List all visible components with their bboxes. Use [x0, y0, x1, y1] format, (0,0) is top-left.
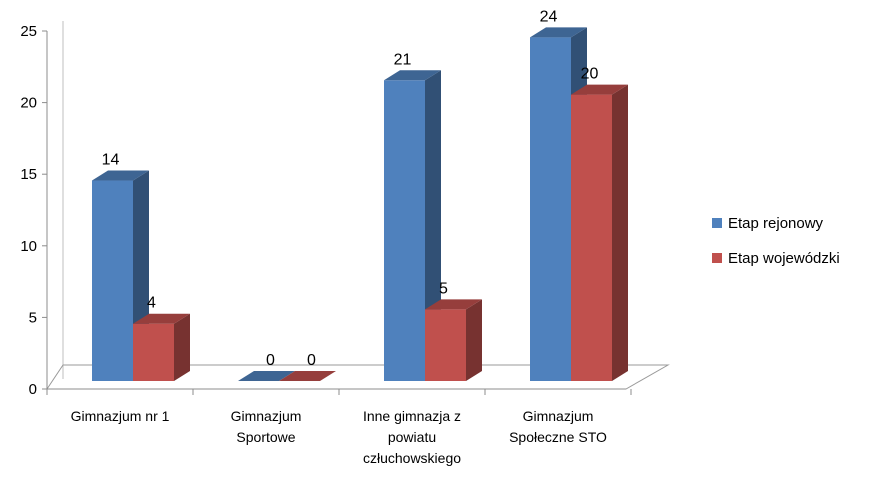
- data-label-0-2: 21: [394, 51, 412, 68]
- legend-swatch-rejonowy: [712, 218, 722, 228]
- bar-front-0-2: [384, 80, 425, 381]
- bar-top-1-0: [133, 313, 190, 324]
- data-label-0-1: 0: [266, 352, 275, 369]
- data-label-0-0: 14: [102, 152, 120, 169]
- legend-item-rejonowy: Etap rejonowy: [712, 212, 840, 234]
- legend-label-wojewodzki: Etap wojewódzki: [728, 249, 840, 267]
- y-tick-label: 15: [20, 166, 37, 183]
- bar-top-0-3: [530, 27, 587, 38]
- bar-front-0-3: [530, 37, 571, 381]
- bar-side-1-0: [174, 313, 190, 381]
- legend: Etap rejonowy Etap wojewódzki: [712, 212, 840, 282]
- category-label: Gimnazjum nr 1: [70, 408, 170, 424]
- y-tick-label: 20: [20, 95, 37, 112]
- bar-top-1-1: [279, 371, 336, 381]
- bar-front-1-0: [133, 323, 174, 381]
- data-label-1-3: 20: [581, 66, 599, 83]
- category-label: Inne gimnazja z powiatu człuchowskiego: [362, 408, 462, 466]
- y-tick-label: 10: [20, 238, 37, 255]
- bar-top-0-1: [238, 371, 295, 381]
- legend-label-rejonowy: Etap rejonowy: [728, 214, 824, 232]
- bar-top-1-2: [425, 299, 482, 310]
- bar-side-1-2: [466, 299, 482, 381]
- y-tick-label: 5: [29, 309, 37, 326]
- bar-top-0-2: [384, 70, 441, 81]
- bar-top-1-3: [571, 84, 628, 95]
- data-label-0-3: 24: [540, 8, 558, 25]
- category-label: Gimnazjum Sportowe: [230, 408, 302, 445]
- legend-item-wojewodzki: Etap wojewódzki: [712, 247, 840, 269]
- category-label: Gimnazjum Społeczne STO: [509, 408, 607, 445]
- data-label-1-2: 5: [439, 280, 448, 297]
- data-label-1-0: 4: [147, 295, 156, 312]
- bar-top-0-0: [92, 170, 149, 181]
- bar-front-0-0: [92, 180, 133, 381]
- bar-front-1-2: [425, 309, 466, 381]
- bar-front-1-3: [571, 94, 612, 381]
- bar-side-1-3: [612, 84, 628, 381]
- y-tick-label: 25: [20, 23, 37, 40]
- data-label-1-1: 0: [307, 352, 316, 369]
- legend-swatch-wojewodzki: [712, 253, 722, 263]
- y-tick-label: 0: [29, 381, 37, 398]
